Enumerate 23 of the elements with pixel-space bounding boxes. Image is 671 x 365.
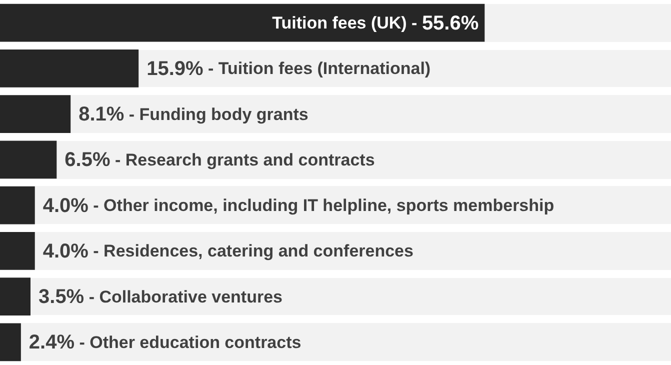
- bar: [0, 232, 35, 270]
- y-tick-label: Tuition fees (UK) -: [272, 14, 418, 32]
- y-tick-label: - Tuition fees (International): [208, 59, 431, 78]
- bar: [0, 278, 31, 316]
- bar: [0, 186, 35, 224]
- y-tick-label: - Collaborative ventures: [88, 287, 282, 306]
- y-tick-label: - Other income, including IT helpline, sports membership: [93, 196, 554, 215]
- bar: [0, 50, 139, 88]
- data-label: 55.6%: [422, 12, 479, 34]
- y-tick-label: - Research grants and contracts: [114, 150, 375, 170]
- bar: [0, 323, 21, 362]
- y-tick-label: - Other education contracts: [79, 332, 302, 352]
- y-tick-label: - Residences, catering and conferences: [93, 242, 414, 261]
- data-label: 15.9%: [146, 58, 204, 80]
- y-tick-label: - Funding body grants: [128, 104, 308, 124]
- bar: [0, 140, 57, 179]
- data-label: 8.1%: [78, 104, 124, 126]
- data-label: 6.5%: [64, 149, 110, 172]
- data-label: 4.0%: [42, 194, 89, 217]
- data-label: 4.0%: [42, 240, 89, 262]
- data-label: 3.5%: [38, 286, 84, 308]
- bar: [0, 95, 71, 133]
- data-label: 2.4%: [28, 332, 75, 354]
